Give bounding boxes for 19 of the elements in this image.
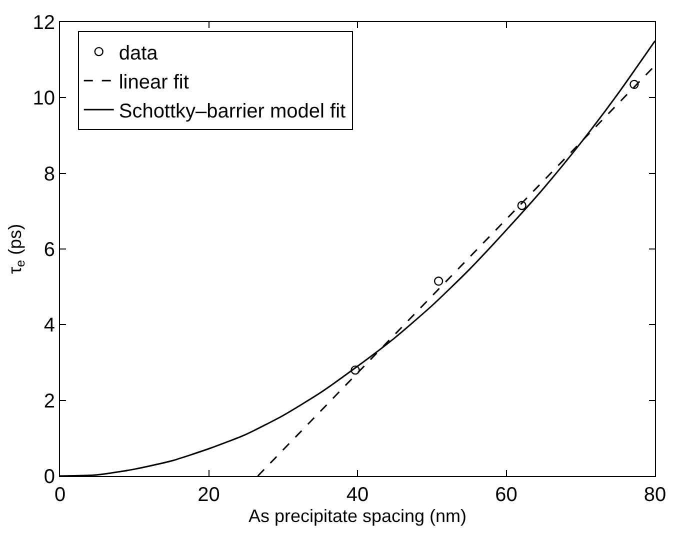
legend-label: Schottky–barrier model fit	[118, 100, 346, 122]
y-tick-label: 10	[32, 88, 55, 110]
y-tick-label: 12	[32, 12, 55, 34]
point	[630, 80, 639, 90]
point	[350, 365, 360, 375]
x-tick-label: 20	[198, 484, 220, 506]
point	[434, 276, 444, 286]
legend-label: linear fit	[118, 71, 190, 94]
x-axis-title: As precipitate spacing (nm)	[248, 506, 467, 526]
y-tick-label: 2	[44, 390, 55, 412]
legend-label: data	[118, 42, 159, 64]
y-tick-label: 0	[44, 466, 55, 488]
y-tick-label: 4	[44, 314, 55, 337]
x-tick-label: 40	[346, 484, 369, 506]
x-tick-label: 60	[495, 484, 518, 506]
x-tick-label: 80	[644, 484, 666, 506]
point	[517, 200, 526, 210]
y-tick-label: 8	[44, 163, 55, 186]
y-tick-label: 6	[44, 239, 55, 261]
